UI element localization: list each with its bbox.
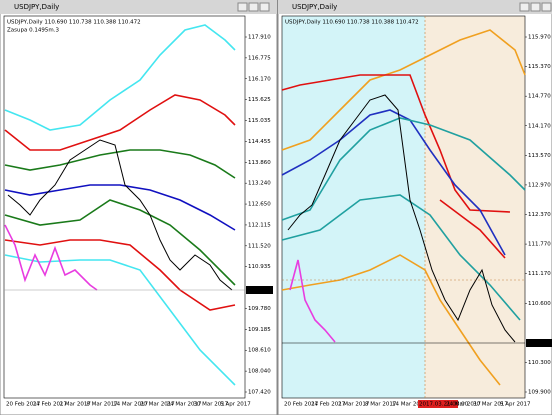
window-title: USDJPY,Daily — [292, 3, 337, 11]
current-price-tag — [246, 286, 273, 294]
date-label: 20 Feb 2017 — [6, 402, 41, 408]
price-label: 111.520 — [248, 243, 271, 249]
current-price-tag — [526, 339, 552, 347]
price-label: 109.780 — [248, 306, 271, 312]
price-label: 110.935 — [248, 264, 271, 270]
close-button[interactable] — [259, 2, 270, 12]
title-bar — [0, 0, 277, 14]
date-label: 20 Mar 2017 — [140, 402, 175, 408]
price-label: 112.115 — [248, 222, 271, 228]
price-label: 114.170 — [528, 123, 551, 129]
price-label: 115.370 — [528, 64, 551, 70]
price-label: 115.035 — [248, 118, 271, 124]
price-label: 113.570 — [528, 153, 551, 159]
shaded-region — [282, 16, 425, 398]
minimize-button[interactable] — [519, 2, 530, 12]
chart-header: USDJPY,Daily 110.690 110.738 110.388 110… — [7, 20, 141, 26]
maximize-button[interactable] — [530, 2, 541, 12]
price-label: 116.170 — [248, 76, 271, 82]
date-label: 2 Mar 2017 — [60, 402, 92, 408]
date-label: 24 Feb 2017 — [33, 402, 68, 408]
price-label: 112.970 — [528, 182, 551, 188]
price-label: 109.185 — [248, 327, 271, 333]
plot-area — [281, 15, 526, 399]
shaded-region — [425, 16, 525, 398]
chart-header: USDJPY,Daily 110.690 110.738 110.388 110… — [285, 20, 419, 26]
price-label: 108.610 — [248, 348, 271, 354]
price-label: 111.170 — [528, 271, 551, 277]
date-label: 14 Mar 2017 — [392, 402, 427, 408]
price-label: 114.770 — [528, 94, 551, 100]
maximize-button[interactable] — [248, 2, 259, 12]
window-title: USDJPY,Daily — [14, 3, 59, 11]
indicator-lines — [4, 24, 236, 386]
date-label: 14 Mar 2017 — [113, 402, 148, 408]
date-label: 2017.03.21 00:00 — [419, 402, 469, 408]
price-label: 110.472 — [528, 341, 551, 347]
price-label: 115.970 — [528, 35, 551, 41]
date-label: 24 Feb 2017 — [311, 402, 346, 408]
date-label: 24 Mar 2017 — [446, 402, 481, 408]
date-label: 5 Apr 2017 — [500, 402, 531, 408]
price-label: 107.420 — [248, 390, 271, 396]
date-label: 30 Mar 2017 — [193, 402, 228, 408]
price-label: 113.240 — [248, 181, 271, 187]
price-label: 108.040 — [248, 369, 271, 375]
date-label: 5 Apr 2017 — [220, 402, 251, 408]
price-label: 115.625 — [248, 97, 271, 103]
title-bar — [278, 0, 552, 14]
date-label: 8 Mar 2017 — [86, 402, 118, 408]
date-label: 8 Mar 2017 — [365, 402, 397, 408]
price-label: 116.775 — [248, 55, 271, 61]
price-label: 111.770 — [528, 242, 551, 248]
price-label: 110.600 — [528, 301, 551, 307]
price-label: 113.860 — [248, 160, 271, 166]
date-label: 2 Mar 2017 — [338, 402, 370, 408]
price-label: 110.472 — [248, 288, 271, 294]
date-label: 20 Feb 2017 — [284, 402, 319, 408]
cursor-date-tag — [418, 400, 458, 408]
close-button[interactable] — [541, 2, 552, 12]
indicator-lines — [281, 29, 526, 386]
date-label: 24 Mar 2017 — [167, 402, 202, 408]
price-label: 110.300 — [528, 360, 551, 366]
price-label: 112.650 — [248, 202, 271, 208]
plot-area — [3, 15, 246, 399]
price-label: 112.370 — [528, 212, 551, 218]
price-label: 109.900 — [528, 390, 551, 396]
price-label: 114.455 — [248, 139, 271, 145]
indicator-label: Zasupa 0.1495m.3 — [7, 28, 59, 34]
date-label: 30 Mar 2017 — [473, 402, 508, 408]
minimize-button[interactable] — [237, 2, 248, 12]
price-label: 117.910 — [248, 35, 271, 41]
